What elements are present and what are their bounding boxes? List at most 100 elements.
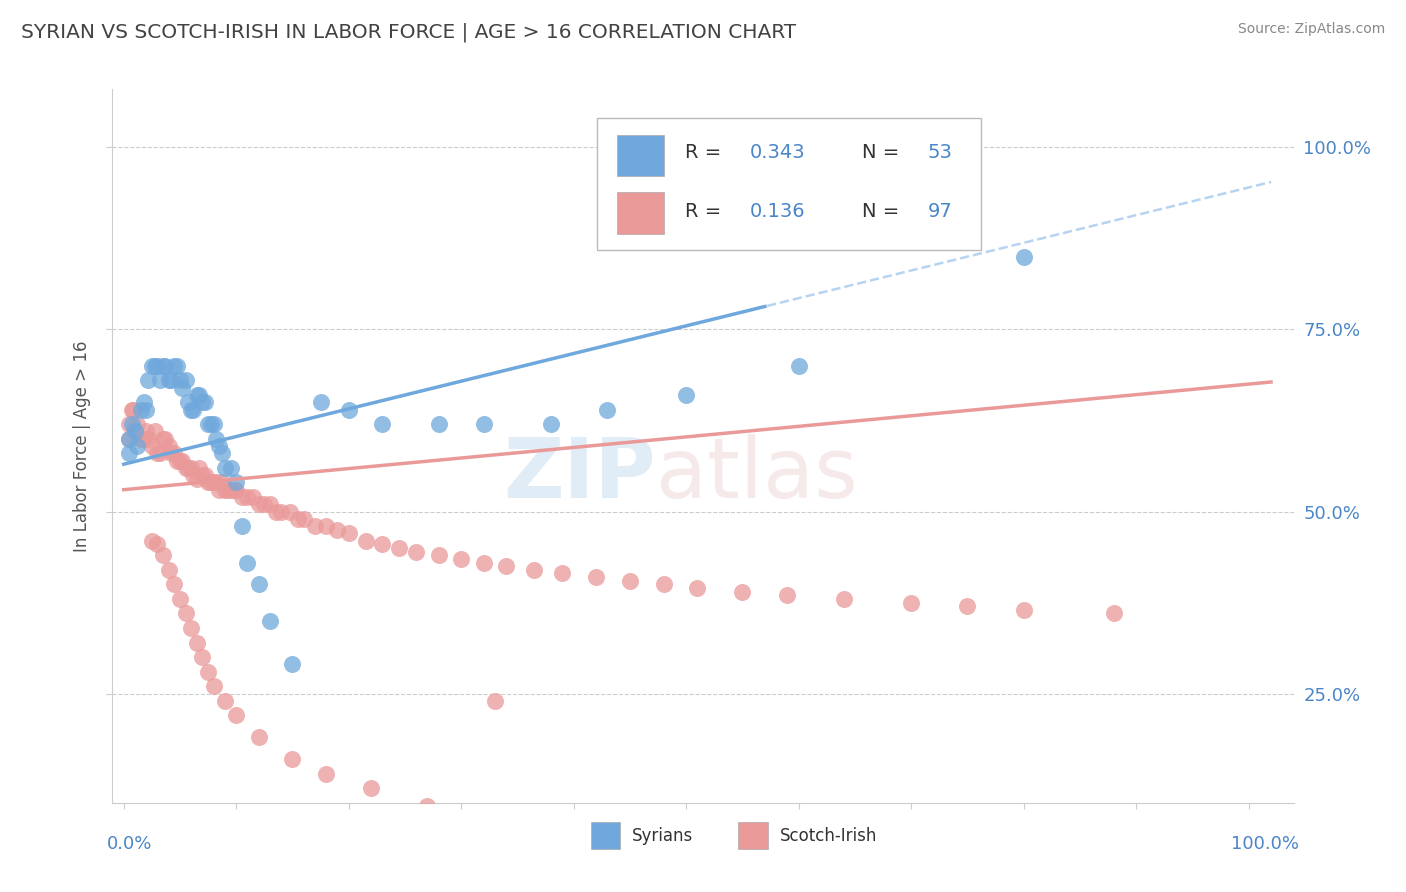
Point xyxy=(194,468,217,483)
Point xyxy=(551,566,574,581)
Point xyxy=(472,417,495,432)
Point xyxy=(776,588,799,602)
Point xyxy=(427,417,450,432)
Point xyxy=(191,650,214,665)
Point xyxy=(118,432,141,446)
Point xyxy=(118,417,141,432)
Point xyxy=(787,359,810,373)
Point xyxy=(231,490,253,504)
Text: 0.136: 0.136 xyxy=(751,202,806,220)
Point xyxy=(174,374,197,388)
Point xyxy=(191,395,214,409)
Point xyxy=(127,439,149,453)
Point xyxy=(472,556,495,570)
Point xyxy=(211,475,233,490)
Point xyxy=(540,417,562,432)
FancyBboxPatch shape xyxy=(596,118,980,250)
Point xyxy=(214,460,236,475)
Point xyxy=(141,359,163,373)
Point xyxy=(186,388,208,402)
Point xyxy=(405,544,427,558)
Point xyxy=(225,475,247,490)
Point xyxy=(135,425,157,439)
Point xyxy=(211,446,233,460)
Point xyxy=(484,694,506,708)
Point xyxy=(127,417,149,432)
Point xyxy=(180,621,202,635)
Point xyxy=(141,533,163,548)
Text: N =: N = xyxy=(862,202,905,220)
Point xyxy=(146,446,169,460)
Point xyxy=(900,596,922,610)
Point xyxy=(146,537,169,551)
Point xyxy=(264,504,287,518)
Point xyxy=(236,490,259,504)
Point xyxy=(416,799,439,814)
Text: 0.343: 0.343 xyxy=(751,143,806,162)
Point xyxy=(200,475,222,490)
Point xyxy=(188,388,211,402)
Point xyxy=(731,584,754,599)
Point xyxy=(388,541,411,555)
Point xyxy=(183,402,205,417)
Point xyxy=(675,388,697,402)
Point xyxy=(166,359,188,373)
Point xyxy=(188,460,211,475)
Point xyxy=(205,475,228,490)
Text: 100.0%: 100.0% xyxy=(1232,835,1299,853)
Point xyxy=(208,439,231,453)
Point xyxy=(163,577,186,591)
Point xyxy=(315,519,337,533)
Point xyxy=(121,417,143,432)
Bar xyxy=(591,822,620,849)
Point xyxy=(169,453,191,467)
Text: ZIP: ZIP xyxy=(503,434,655,515)
Point xyxy=(138,374,160,388)
Point xyxy=(197,665,219,679)
Point xyxy=(278,504,301,518)
Point xyxy=(121,402,143,417)
Text: 53: 53 xyxy=(928,143,952,162)
Point xyxy=(219,483,242,497)
Point xyxy=(222,483,245,497)
Point xyxy=(247,731,270,745)
Point xyxy=(309,395,332,409)
Point xyxy=(149,446,172,460)
Point xyxy=(132,395,155,409)
Point xyxy=(152,359,174,373)
Point xyxy=(191,468,214,483)
Bar xyxy=(738,822,768,849)
Text: R =: R = xyxy=(685,143,728,162)
Point xyxy=(121,402,143,417)
Point xyxy=(177,460,200,475)
Point xyxy=(157,374,180,388)
Point xyxy=(247,577,270,591)
Point xyxy=(186,472,208,486)
Point xyxy=(174,607,197,621)
Text: atlas: atlas xyxy=(655,434,858,515)
Point xyxy=(354,533,377,548)
Point xyxy=(202,679,225,693)
Point xyxy=(231,519,253,533)
Y-axis label: In Labor Force | Age > 16: In Labor Force | Age > 16 xyxy=(73,340,91,552)
Point xyxy=(371,417,394,432)
Point xyxy=(427,548,450,562)
Point xyxy=(217,483,239,497)
Point xyxy=(1012,250,1035,264)
Point xyxy=(225,483,247,497)
Point xyxy=(202,417,225,432)
Point xyxy=(141,439,163,453)
Point xyxy=(143,359,166,373)
Point xyxy=(596,402,619,417)
Point xyxy=(172,381,194,395)
Point xyxy=(832,591,855,606)
Point xyxy=(129,432,152,446)
Text: 97: 97 xyxy=(928,202,952,220)
Point xyxy=(152,432,174,446)
Text: SYRIAN VS SCOTCH-IRISH IN LABOR FORCE | AGE > 16 CORRELATION CHART: SYRIAN VS SCOTCH-IRISH IN LABOR FORCE | … xyxy=(21,22,796,42)
Point xyxy=(337,526,360,541)
Point xyxy=(146,359,169,373)
Text: 0.0%: 0.0% xyxy=(107,835,152,853)
Point xyxy=(619,574,641,588)
Text: Source: ZipAtlas.com: Source: ZipAtlas.com xyxy=(1237,22,1385,37)
